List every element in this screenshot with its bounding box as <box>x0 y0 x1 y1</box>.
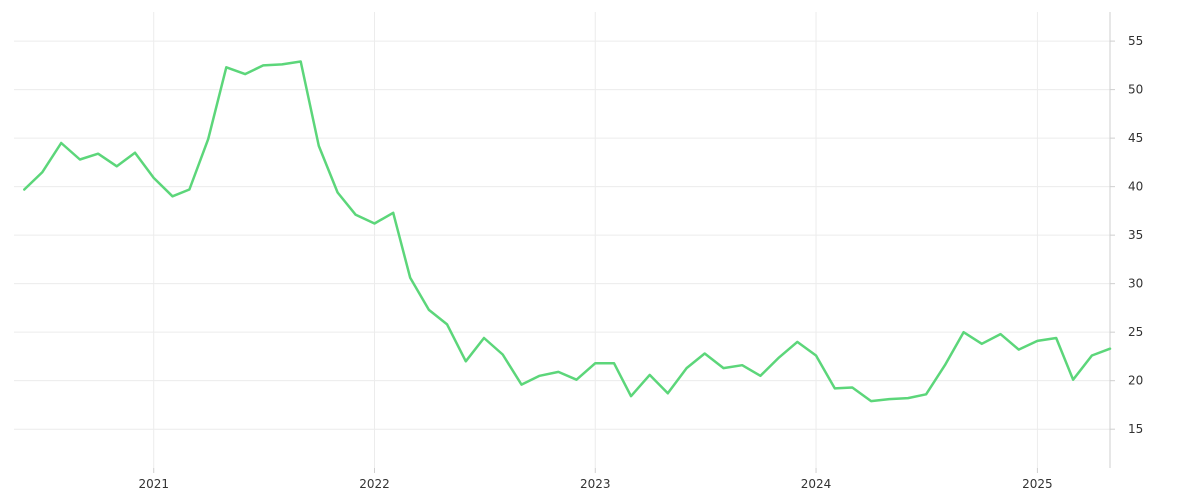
data-point <box>482 336 486 340</box>
data-point <box>538 374 542 378</box>
y-tick-label: 35 <box>1128 228 1143 242</box>
data-point <box>814 354 818 358</box>
data-point <box>354 213 358 217</box>
data-point <box>464 359 468 363</box>
data-point <box>556 370 560 374</box>
x-tick-label: 2025 <box>1022 477 1053 491</box>
series-line <box>23 60 1112 403</box>
data-point <box>408 276 412 280</box>
y-tick-label: 50 <box>1128 83 1143 97</box>
data-point <box>924 392 928 396</box>
x-tick-label: 2023 <box>580 477 611 491</box>
data-point <box>795 340 799 344</box>
series-group <box>22 60 1112 403</box>
data-point <box>648 373 652 377</box>
data-point <box>685 366 689 370</box>
data-point <box>1054 336 1058 340</box>
data-point <box>703 352 707 356</box>
data-point <box>115 164 119 168</box>
data-point <box>22 188 26 192</box>
horizontal-gridlines <box>14 40 1110 430</box>
data-point <box>1017 348 1021 352</box>
data-point <box>833 386 837 390</box>
data-point <box>520 383 524 387</box>
vertical-gridlines <box>153 12 1038 468</box>
data-point <box>980 342 984 346</box>
data-point <box>171 194 175 198</box>
x-tick-label: 2024 <box>801 477 832 491</box>
data-point <box>299 60 303 64</box>
data-point <box>78 158 82 162</box>
data-point <box>575 378 579 382</box>
data-point <box>280 62 284 66</box>
y-tick-label: 20 <box>1128 374 1143 388</box>
x-tick-label: 2022 <box>359 477 390 491</box>
data-point <box>999 332 1003 336</box>
data-point <box>427 308 431 312</box>
data-point <box>1035 339 1039 343</box>
x-tick-label: 2021 <box>138 477 169 491</box>
data-point <box>722 366 726 370</box>
data-point <box>373 222 377 226</box>
data-point <box>1108 347 1112 351</box>
data-point <box>59 141 63 145</box>
data-point <box>152 176 156 180</box>
y-tick-label: 25 <box>1128 325 1143 339</box>
data-point <box>943 363 947 367</box>
data-point <box>1090 354 1094 358</box>
y-tick-label: 30 <box>1128 277 1143 291</box>
data-point <box>869 399 873 403</box>
data-point <box>206 137 210 141</box>
x-axis-ticks: 2021 2022 2023 2024 2025 <box>138 468 1053 491</box>
y-tick-label: 40 <box>1128 180 1143 194</box>
data-point <box>391 211 395 215</box>
data-point <box>243 72 247 76</box>
data-point <box>133 151 137 155</box>
data-point <box>40 170 44 174</box>
data-point <box>777 355 781 359</box>
y-axis-ticks: 15 20 25 30 35 40 45 50 55 <box>1110 34 1143 436</box>
y-tick-label: 45 <box>1128 131 1143 145</box>
data-point <box>501 353 505 357</box>
data-point <box>850 386 854 390</box>
data-point <box>962 330 966 334</box>
data-point <box>317 144 321 148</box>
data-point <box>593 361 597 365</box>
data-point <box>224 65 228 69</box>
data-point <box>629 394 633 398</box>
data-point <box>758 374 762 378</box>
y-tick-label: 15 <box>1128 422 1143 436</box>
data-point <box>887 397 891 401</box>
data-point <box>740 363 744 367</box>
data-point <box>445 322 449 326</box>
y-tick-label: 55 <box>1128 34 1143 48</box>
data-point <box>612 361 616 365</box>
data-point <box>187 188 191 192</box>
data-point <box>261 63 265 67</box>
data-point <box>96 152 100 156</box>
data-point <box>336 191 340 195</box>
data-point <box>666 391 670 395</box>
data-point <box>1071 378 1075 382</box>
data-point <box>906 396 910 400</box>
